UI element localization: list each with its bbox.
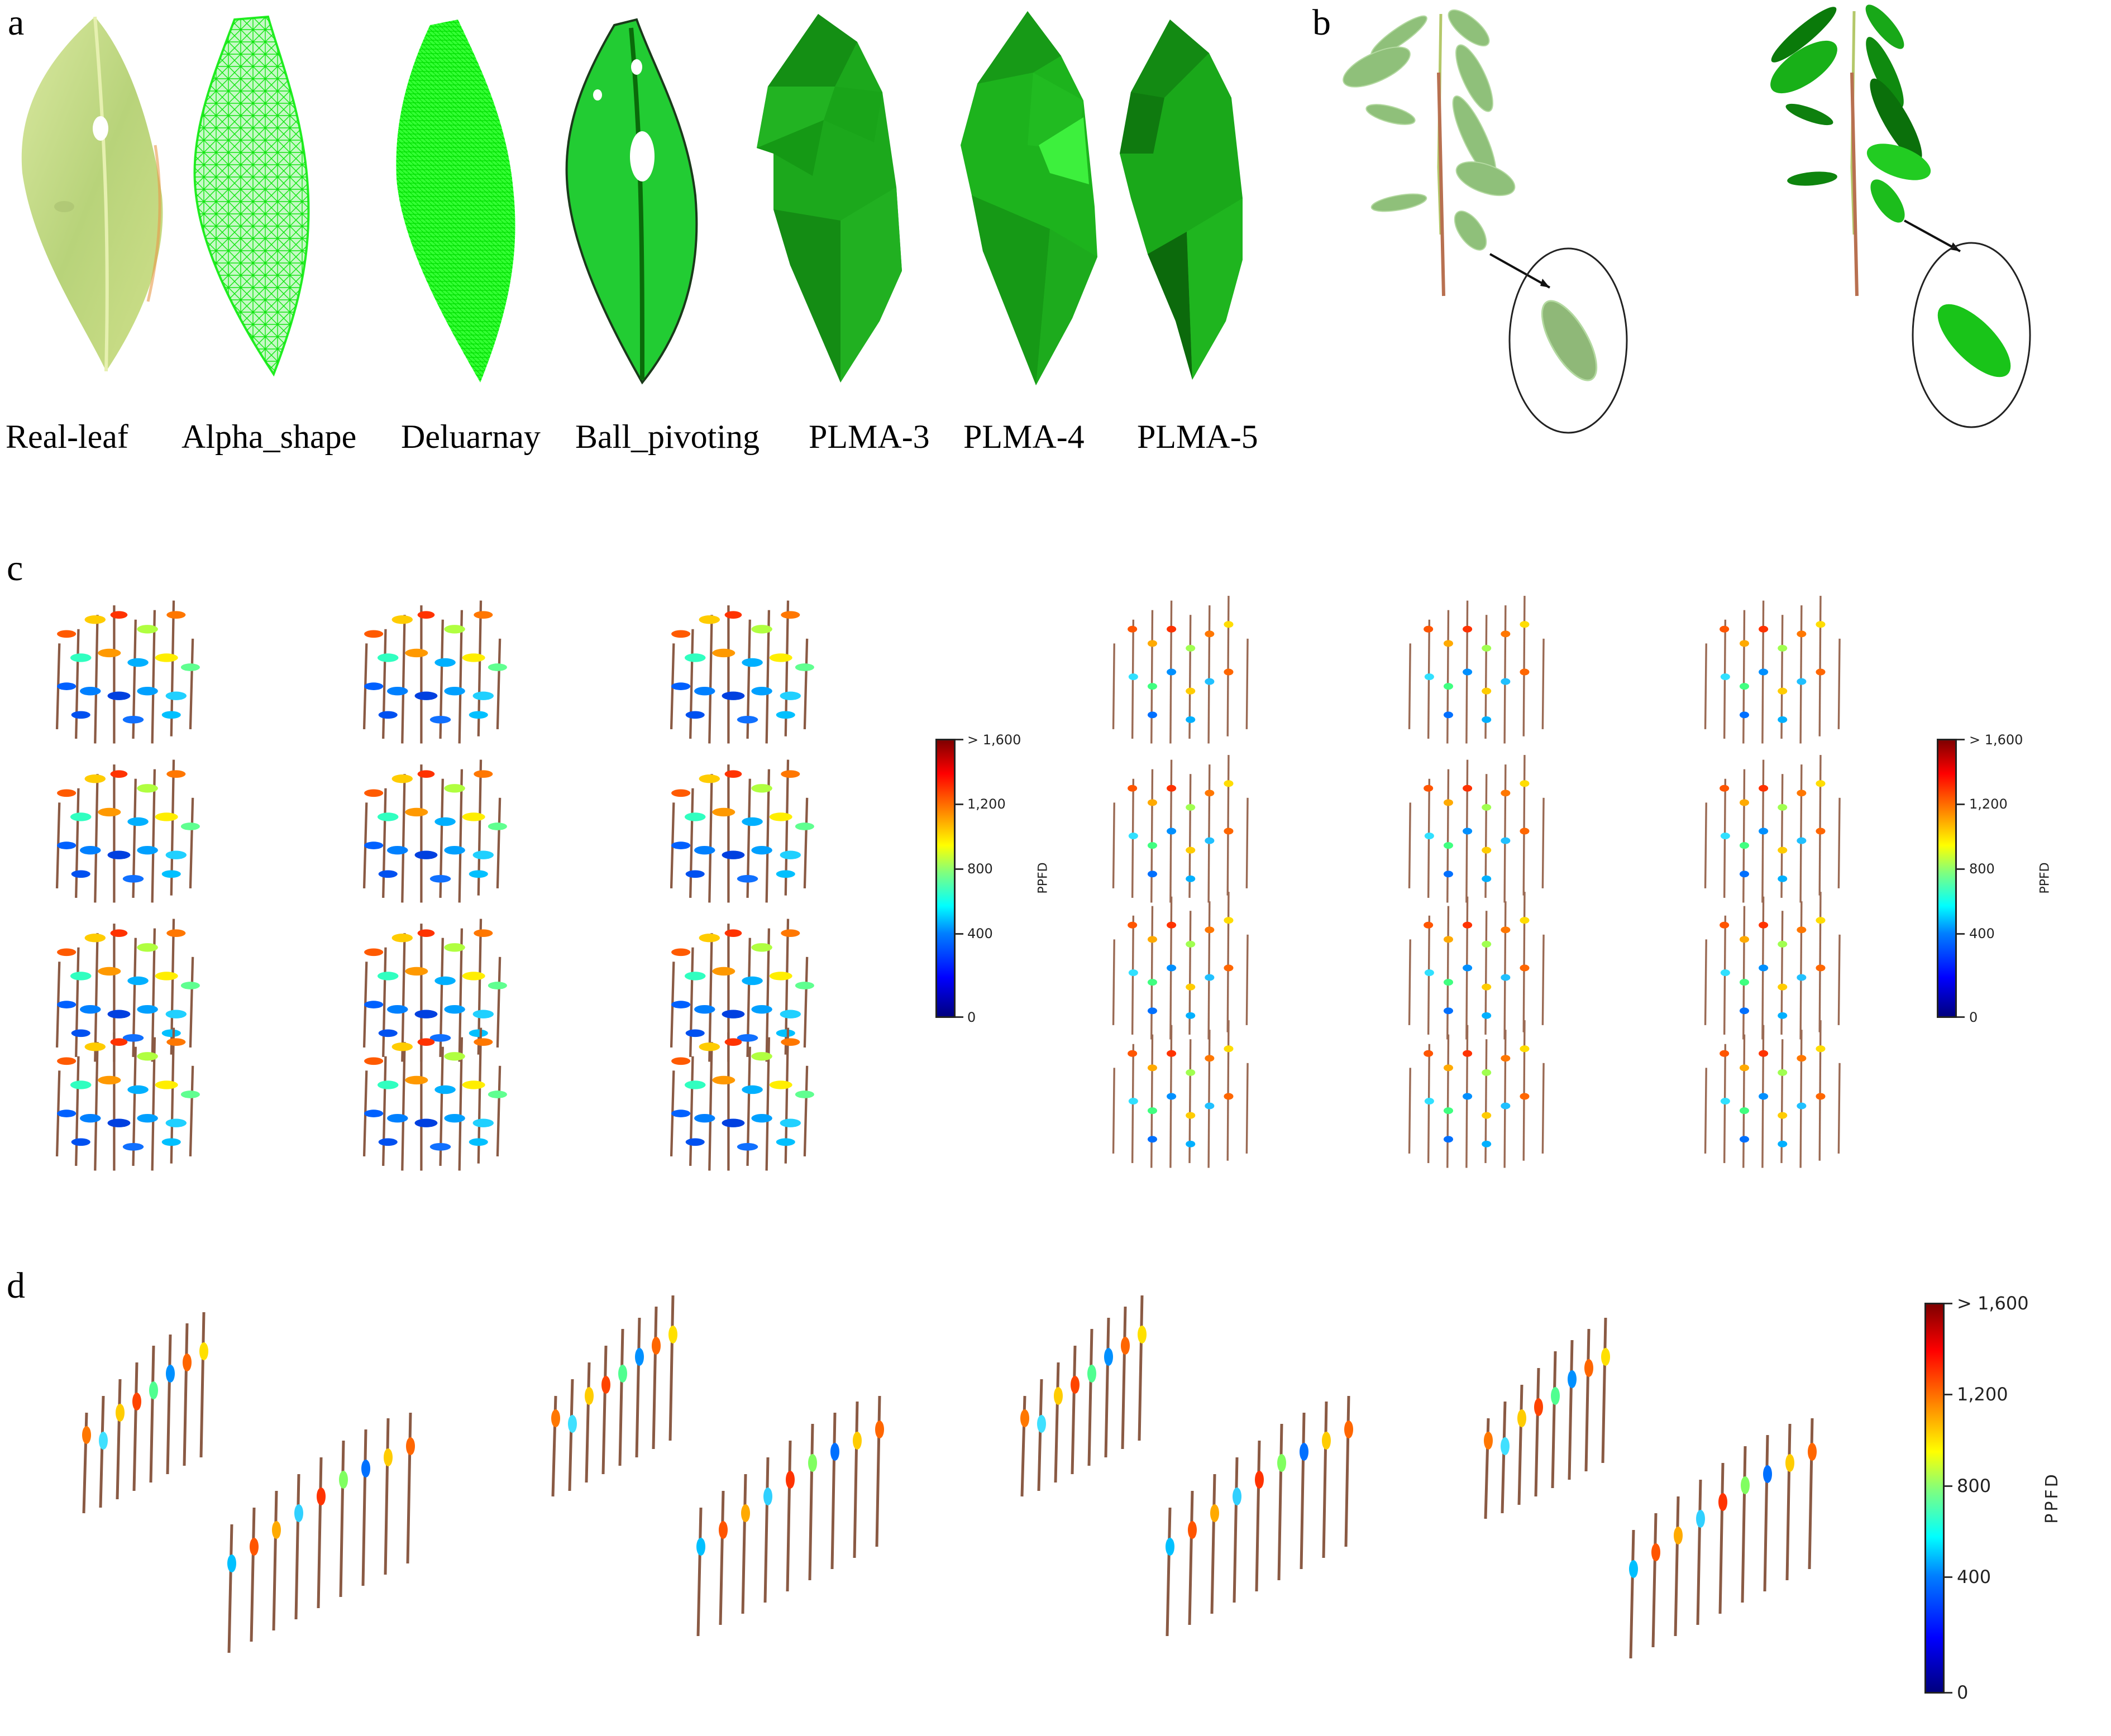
colorbar-c-left [935, 739, 956, 1018]
plant-mesh-model [1714, 0, 2111, 458]
canopy-scene-c-l-r4c3 [637, 1013, 849, 1175]
plma-4-image [938, 6, 1117, 391]
caption-ball-pivoting: Ball_pivoting [575, 418, 760, 455]
tick-mark [1945, 1485, 1952, 1487]
tick-label-400: 400 [1957, 1566, 1991, 1587]
tick-label-1200: 1,200 [967, 796, 1006, 812]
plma-3-image [746, 8, 924, 388]
tick-label-1600: > 1,600 [1957, 1293, 2029, 1314]
colorbar-title-d: PPFD [2042, 1472, 2062, 1524]
tick-mark [956, 1016, 963, 1018]
canopy-scene-c-l-r1c3 [637, 586, 849, 748]
tick-label-0: 0 [1969, 1010, 1978, 1025]
caption-plma-5: PLMA-5 [1137, 418, 1258, 455]
tick-mark [956, 804, 963, 805]
tick-label-800: 800 [1969, 861, 1995, 877]
ball-pivoting-image [558, 11, 704, 391]
tick-mark [1957, 933, 1965, 935]
field-scene-d-4 [1463, 1290, 1865, 1703]
canopy-scene-c-r-r4c1 [1095, 1011, 1284, 1173]
tick-label-0: 0 [1957, 1682, 1969, 1703]
tick-label-800: 800 [1957, 1475, 1991, 1496]
caption-plma-4: PLMA-4 [963, 418, 1085, 455]
tick-mark [1957, 1016, 1965, 1018]
tick-label-1200: 1,200 [1969, 796, 2008, 812]
delaunay-image [385, 11, 531, 391]
tick-label-1200: 1,200 [1957, 1384, 2008, 1405]
canopy-scene-c-l-r4c2 [329, 1013, 542, 1175]
tick-label-400: 400 [967, 926, 993, 941]
tick-label-400: 400 [1969, 926, 1995, 941]
tick-mark [1957, 804, 1965, 805]
caption-real-leaf: Real-leaf [6, 418, 128, 455]
canopy-scene-c-l-r2c3 [637, 745, 849, 907]
plant-point-cloud [1284, 0, 1731, 458]
tick-mark [956, 933, 963, 935]
canopy-scene-c-l-r2c1 [22, 745, 235, 907]
panel-label-d: d [7, 1265, 25, 1306]
canopy-scene-c-l-r4c1 [22, 1013, 235, 1175]
canopy-scene-c-l-r2c2 [329, 745, 542, 907]
field-scene-d-2 [531, 1284, 933, 1664]
colorbar-c-right [1937, 739, 1957, 1018]
colorbar-d [1924, 1303, 1945, 1694]
colorbar-title-c-left: PPFD [1036, 862, 1050, 894]
canopy-scene-c-r-r4c3 [1687, 1011, 1876, 1173]
real-leaf-image [11, 11, 168, 380]
colorbar-title-c-right: PPFD [2038, 862, 2052, 894]
canopy-scene-c-l-r1c1 [22, 586, 235, 748]
tick-mark [1957, 868, 1965, 870]
plma-5-image [1097, 8, 1265, 388]
tick-label-0: 0 [967, 1010, 976, 1025]
caption-delaunay: Deluarnay [401, 418, 541, 455]
canopy-scene-c-r-r1c2 [1391, 586, 1580, 748]
tick-mark [1957, 739, 1965, 740]
canopy-scene-c-r-r1c3 [1687, 586, 1876, 748]
tick-mark [956, 739, 963, 740]
caption-alpha-shape: Alpha_shape [182, 418, 357, 455]
canopy-scene-c-r-r4c2 [1391, 1011, 1580, 1173]
canopy-scene-c-l-r1c2 [329, 586, 542, 748]
alpha-shape-image [173, 11, 329, 385]
canopy-scene-c-r-r1c1 [1095, 586, 1284, 748]
field-scene-d-1 [61, 1301, 464, 1681]
panel-label-c: c [7, 548, 23, 589]
tick-label-1600: > 1,600 [967, 732, 1021, 748]
tick-mark [1945, 1576, 1952, 1578]
panel-label-a: a [8, 2, 25, 43]
panel-label-b: b [1312, 2, 1331, 43]
tick-mark [956, 868, 963, 870]
tick-label-800: 800 [967, 861, 993, 877]
tick-mark [1945, 1394, 1952, 1395]
tick-mark [1945, 1692, 1952, 1694]
tick-label-1600: > 1,600 [1969, 732, 2023, 748]
tick-mark [1945, 1303, 1952, 1304]
caption-plma-3: PLMA-3 [809, 418, 930, 455]
field-scene-d-3 [1000, 1273, 1402, 1675]
